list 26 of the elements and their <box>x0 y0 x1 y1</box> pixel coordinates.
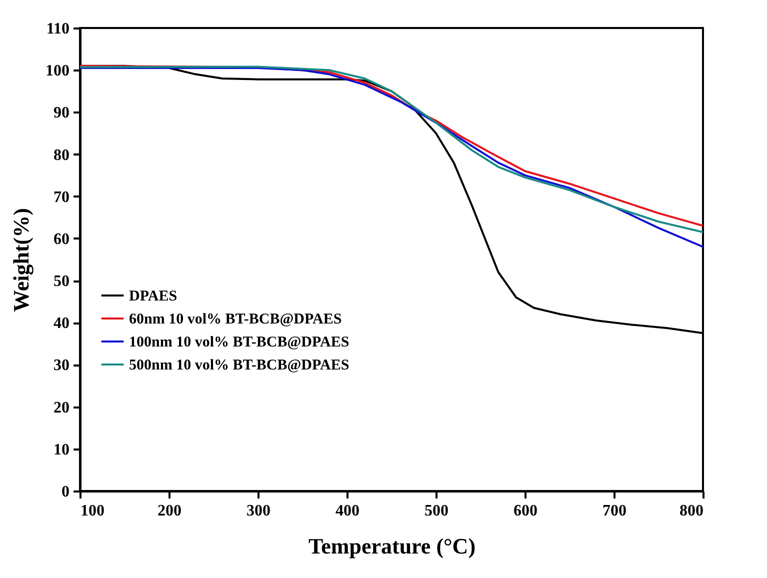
y-axis-title: Weight(%) <box>8 208 34 312</box>
y-tick-label: 10 <box>54 441 70 458</box>
legend-label: 100nm 10 vol% BT-BCB@DPAES <box>129 334 350 350</box>
x-tick-label: 300 <box>246 502 270 520</box>
legend-label: 60nm 10 vol% BT-BCB@DPAES <box>129 312 342 328</box>
y-tick-label: 80 <box>54 146 70 164</box>
y-tick-label: 30 <box>54 357 70 374</box>
y-tick-label: 90 <box>54 104 70 122</box>
x-tick-label: 100 <box>80 502 104 520</box>
y-tick-label: 110 <box>46 20 70 38</box>
x-tick-label: 400 <box>336 502 360 520</box>
y-tick-label: 0 <box>62 484 70 500</box>
x-axis-title: Temperature (°C) <box>308 534 476 558</box>
legend-label: DPAES <box>129 288 178 304</box>
x-tick-label: 600 <box>514 502 538 520</box>
y-tick-label: 20 <box>54 399 70 416</box>
x-tick-label: 200 <box>158 502 182 520</box>
y-tick-label: 100 <box>46 62 70 80</box>
x-tick-label: 800 <box>680 502 704 520</box>
legend-label: 500nm 10 vol% BT-BCB@DPAES <box>129 358 350 374</box>
x-tick-label: 700 <box>602 502 626 520</box>
y-tick-label: 60 <box>54 230 70 248</box>
y-tick-label: 40 <box>54 315 70 332</box>
x-tick-label: 500 <box>424 502 448 520</box>
y-tick-label: 70 <box>54 188 70 206</box>
y-tick-label: 50 <box>54 273 70 290</box>
